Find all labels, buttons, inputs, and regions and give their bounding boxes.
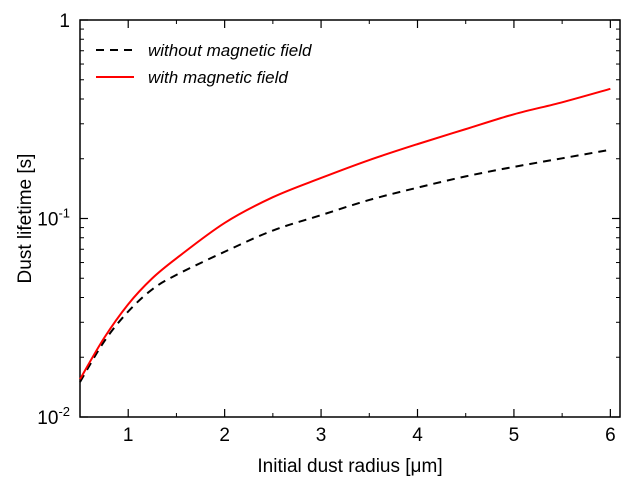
- y-tick-label: 10-2: [37, 404, 70, 429]
- axes: 1 2 3 4 5 6 10-2 10-1 1: [37, 11, 620, 446]
- axis-labels: Initial dust radius [μm] Dust lifetime [s…: [15, 154, 443, 477]
- y-tick-label: 1: [59, 11, 70, 32]
- legend: without magnetic field with magnetic fiel…: [96, 41, 312, 87]
- x-tick-label: 2: [219, 425, 230, 446]
- x-tick-label: 1: [123, 425, 134, 446]
- x-tick-label: 3: [316, 425, 327, 446]
- y-tick-label: 10-1: [37, 206, 70, 231]
- x-tick-label: 5: [509, 425, 520, 446]
- x-axis-title: Initial dust radius [μm]: [257, 456, 442, 477]
- x-tick-label: 6: [605, 425, 616, 446]
- legend-label: with magnetic field: [148, 68, 288, 87]
- series-group: [79, 87, 611, 383]
- series-line-with-field: [79, 87, 611, 380]
- y-axis-title: Dust lifetime [s]: [15, 154, 36, 284]
- series-line-without-field: [79, 148, 611, 383]
- x-tick-label: 4: [412, 425, 423, 446]
- legend-label: without magnetic field: [148, 41, 312, 60]
